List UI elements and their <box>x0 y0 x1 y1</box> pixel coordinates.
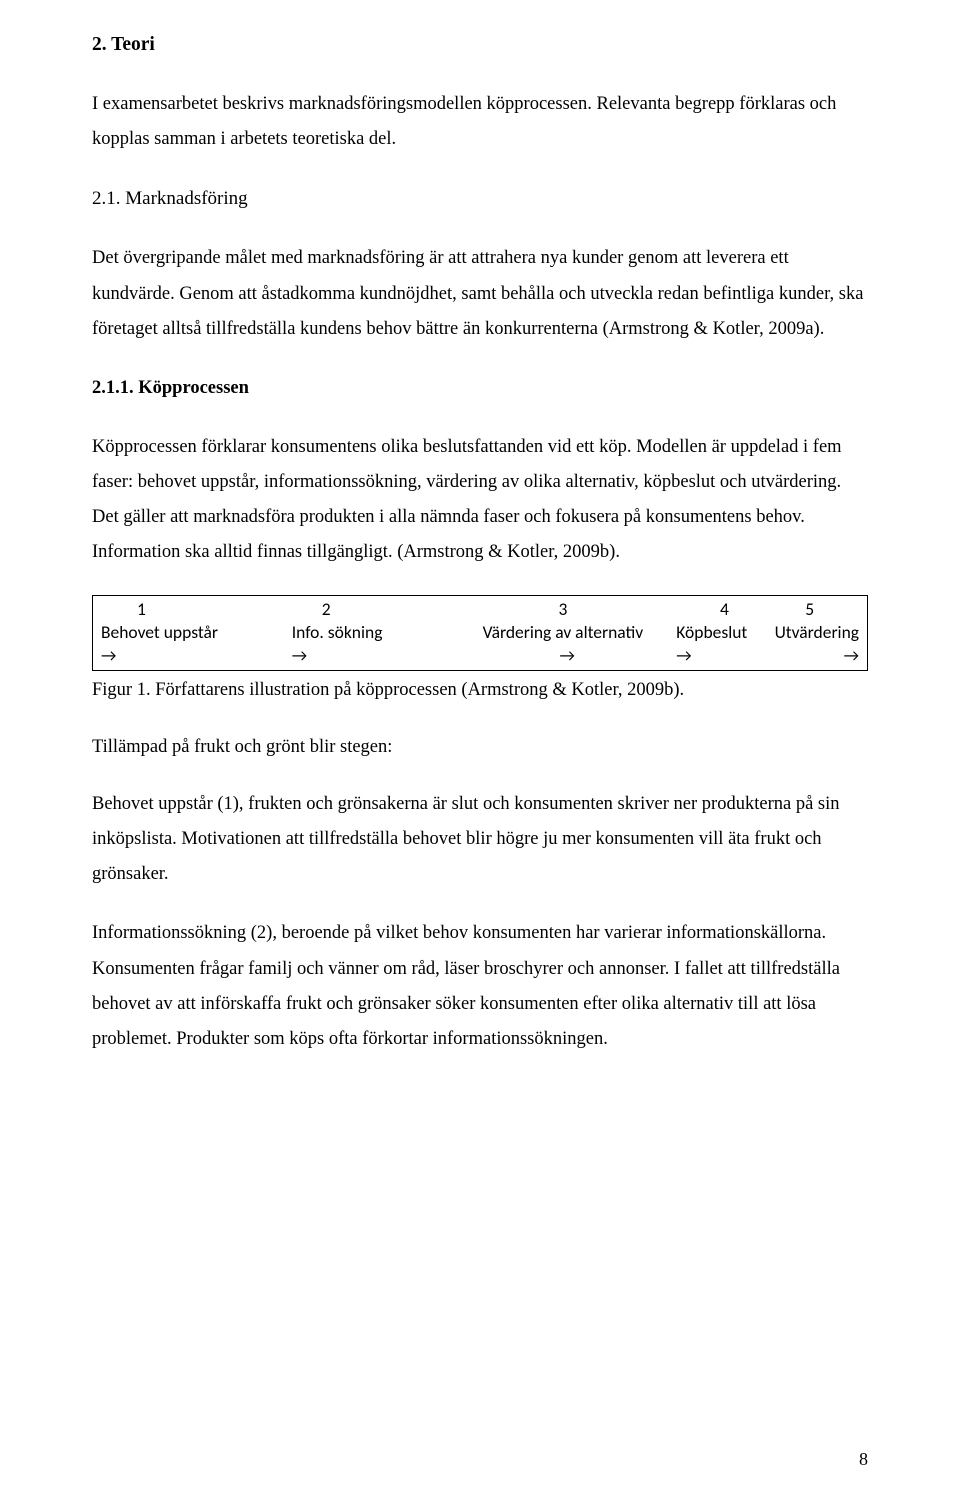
process-label-3: Värdering av alternativ <box>449 621 676 645</box>
process-label-2: Info. sökning <box>292 621 450 645</box>
process-num-4: 4 <box>676 598 772 622</box>
process-label-1: Behovet uppstår <box>101 621 292 645</box>
process-row-numbers: 1 2 3 4 5 <box>101 598 859 622</box>
paragraph-2-1: Det övergripande målet med marknadsförin… <box>92 241 868 346</box>
paragraph-behovet: Behovet uppstår (1), frukten och grönsak… <box>92 787 868 892</box>
process-label-5: Utvärdering <box>772 621 859 645</box>
process-arrow-1: → <box>101 645 292 668</box>
figure-caption: Figur 1. Författarens illustration på kö… <box>92 673 868 708</box>
process-num-1: 1 <box>101 598 292 622</box>
process-arrow-5: → <box>772 645 859 668</box>
process-label-4: Köpbeslut <box>676 621 772 645</box>
paragraph-intro: I examensarbetet beskrivs marknadsföring… <box>92 87 868 157</box>
page-number: 8 <box>859 1442 868 1476</box>
heading-2-1-1-kopprocessen: 2.1.1. Köpprocessen <box>92 371 868 406</box>
process-arrow-2: → <box>292 645 450 668</box>
paragraph-applied-intro: Tillämpad på frukt och grönt blir stegen… <box>92 730 868 765</box>
process-arrow-3: → <box>449 645 676 668</box>
paragraph-informationssokning: Informationssökning (2), beroende på vil… <box>92 916 868 1057</box>
heading-2-teori: 2. Teori <box>92 26 868 63</box>
process-arrow-4: → <box>676 645 772 668</box>
process-row-labels: Behovet uppstår Info. sökning Värdering … <box>101 621 859 645</box>
process-table: 1 2 3 4 5 Behovet uppstår Info. sökning … <box>101 598 859 668</box>
paragraph-2-1-1: Köpprocessen förklarar konsumentens olik… <box>92 430 868 571</box>
process-num-5: 5 <box>772 598 859 622</box>
process-num-2: 2 <box>292 598 450 622</box>
process-row-arrows: → → → → → <box>101 645 859 668</box>
process-num-3: 3 <box>449 598 676 622</box>
process-box: 1 2 3 4 5 Behovet uppstår Info. sökning … <box>92 595 868 671</box>
document-page: 2. Teori I examensarbetet beskrivs markn… <box>0 0 960 1496</box>
heading-2-1-marknadsforing: 2.1. Marknadsföring <box>92 181 868 217</box>
